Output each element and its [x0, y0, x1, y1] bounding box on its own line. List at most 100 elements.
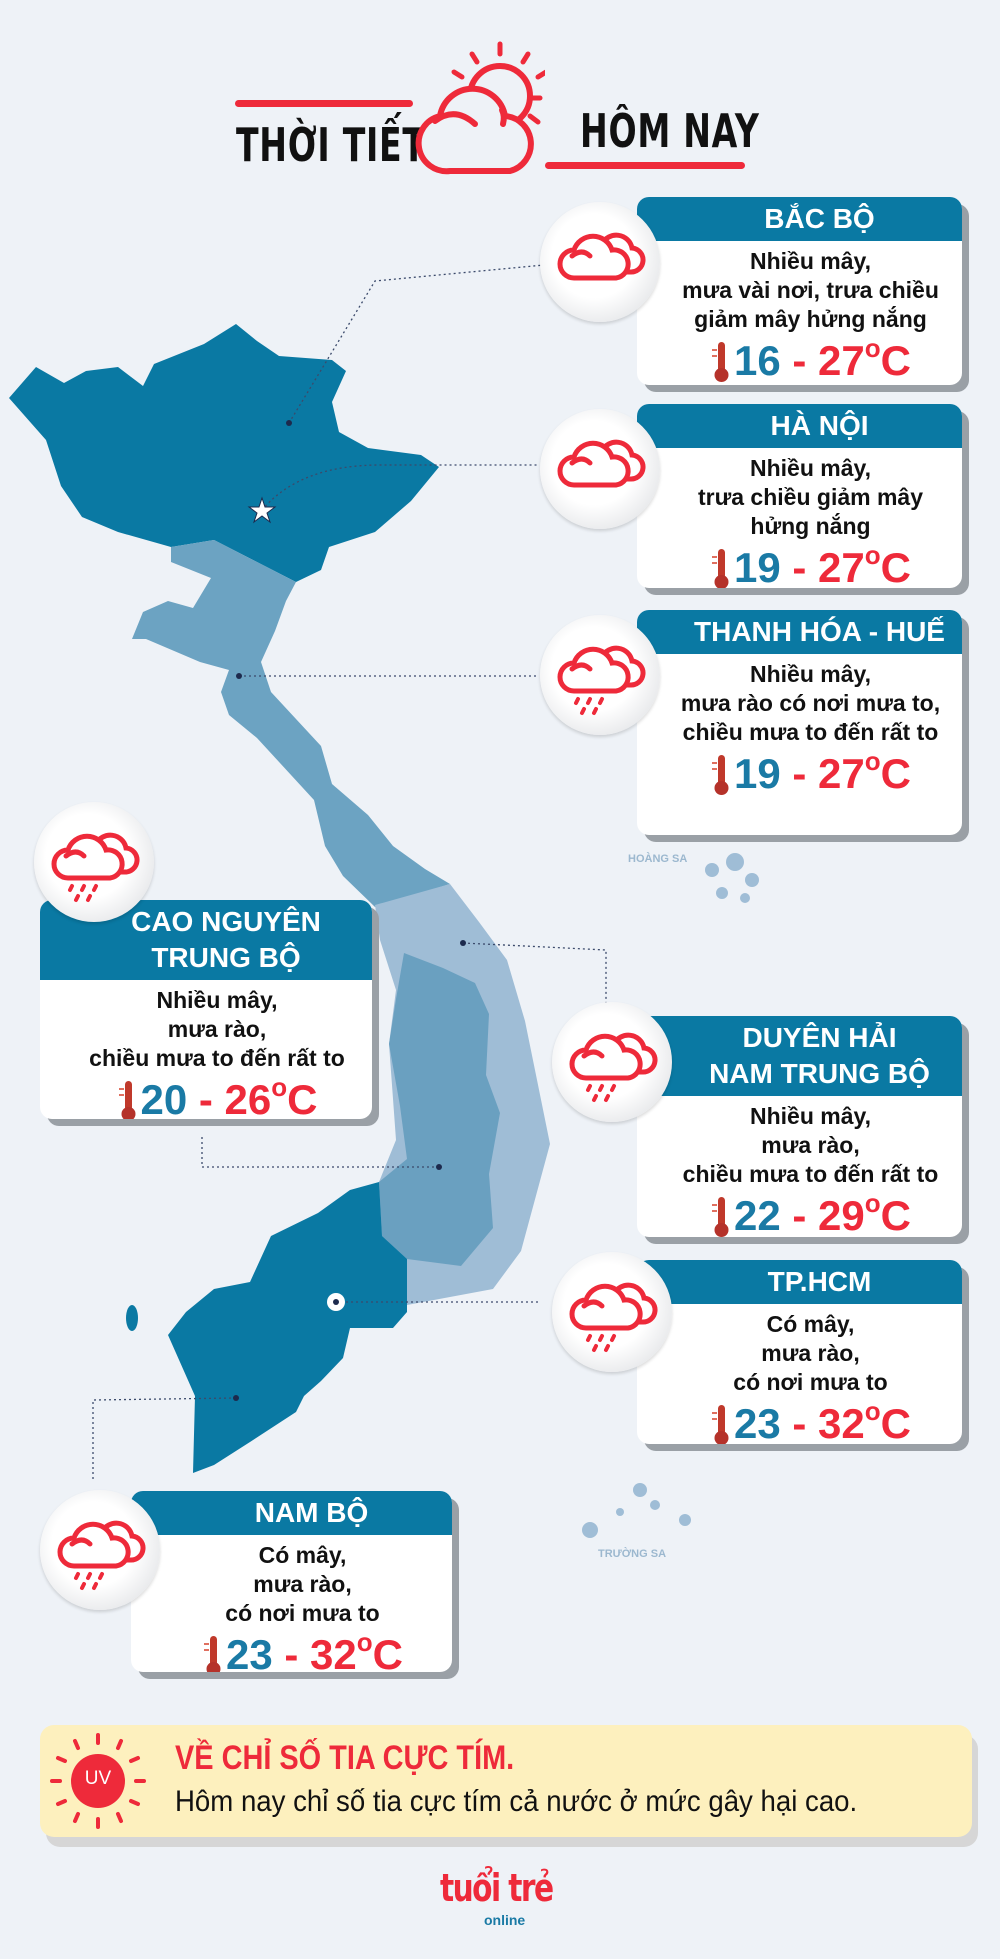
forecast-card: TP.HCM Có mây, mưa rào, có nơi mưa to 23 -…: [637, 1260, 962, 1444]
region-name: BẮC BỘ: [764, 203, 875, 234]
forecast-line: Nhiều mây,: [750, 455, 871, 481]
temperature-range: 22 - 29 o C: [659, 1188, 962, 1237]
uv-sun-icon: [50, 1733, 146, 1829]
hoang-sa-islands: [705, 853, 759, 903]
temp-high: 32: [310, 1631, 357, 1672]
logo-text: tuổi trẻ: [440, 1866, 554, 1910]
forecast-line: Nhiều mây,: [750, 661, 871, 687]
temp-separator: -: [780, 1400, 819, 1444]
temp-separator: -: [780, 750, 819, 797]
hoang-sa-label: HOÀNG SA: [628, 853, 688, 865]
title-right: HÔM NAY: [580, 104, 760, 158]
temp-unit: C: [880, 1192, 911, 1237]
weather-icon-circle: [34, 802, 154, 922]
rain-cloud-icon: [566, 1264, 658, 1361]
thermometer-icon: [710, 1195, 732, 1237]
forecast-line: mưa rào,: [167, 1016, 267, 1042]
weather-icon-circle: [540, 409, 660, 529]
uv-badge: UV: [84, 1768, 112, 1789]
forecast-card: NAM BỘ Có mây, mưa rào, có nơi mưa to 23 -…: [131, 1491, 452, 1672]
temperature-range: 23 - 32 o C: [153, 1627, 452, 1672]
vietnam-map: [9, 264, 759, 1538]
degree-symbol: o: [356, 1627, 373, 1657]
forecast-line: giảm mây hửng nắng: [694, 306, 927, 332]
thermometer-icon: [117, 1079, 139, 1119]
temp-high: 27: [818, 337, 865, 384]
temperature-range: 16 - 27 o C: [659, 333, 962, 385]
weather-icon-circle: [552, 1002, 672, 1122]
temp-high: 27: [818, 544, 865, 588]
temp-separator: -: [272, 1631, 311, 1672]
map-region-north: [9, 324, 439, 582]
uv-text: Hôm nay chỉ số tia cực tím cả nước ở mức…: [175, 1785, 858, 1818]
forecast-card: BẮC BỘ Nhiều mây, mưa vài nơi, trưa chiều…: [637, 197, 962, 385]
temp-unit: C: [880, 337, 911, 384]
leader-line-nam-bo: [92, 1397, 237, 1480]
forecast-line: Nhiều mây,: [750, 248, 871, 274]
forecast-line: Có mây,: [258, 1542, 347, 1568]
card-header: NAM BỘ: [131, 1491, 452, 1535]
thermometer-icon: [710, 547, 732, 588]
card-header: DUYÊN HẢI NAM TRUNG BỘ: [637, 1016, 962, 1096]
region-name: HÀ NỘI: [770, 410, 869, 441]
card-body: Nhiều mây, mưa vài nơi, trưa chiều giảm mâ…: [637, 241, 962, 385]
degree-symbol: o: [271, 1072, 288, 1102]
rain-cloud-icon: [554, 627, 646, 724]
rain-cloud-icon: [566, 1014, 658, 1111]
forecast-line: chiều mưa to đến rất to: [682, 719, 939, 745]
region-name-line: TRUNG BỘ: [151, 942, 301, 973]
forecast-line: Có mây,: [766, 1311, 855, 1337]
forecast-line: mưa rào,: [761, 1340, 860, 1366]
weather-icon-circle: [540, 202, 660, 322]
degree-symbol: o: [864, 1188, 881, 1218]
card-header: THANH HÓA - HUẾ: [637, 610, 962, 654]
degree-symbol: o: [864, 540, 881, 570]
region-name-line: NAM TRUNG BỘ: [709, 1058, 930, 1089]
temperature-range: 20 - 26 o C: [62, 1072, 372, 1119]
forecast-line: có nơi mưa to: [225, 1600, 380, 1626]
map-region-central: [132, 540, 450, 907]
temp-unit: C: [372, 1631, 403, 1672]
card-body: Có mây, mưa rào, có nơi mưa to 23 - 32 o C: [131, 1535, 452, 1672]
forecast-line: Nhiều mây,: [750, 1103, 871, 1129]
forecast-line: Nhiều mây,: [156, 987, 278, 1013]
temp-low: 19: [734, 544, 781, 588]
degree-symbol: o: [864, 1396, 881, 1426]
forecast-card: THANH HÓA - HUẾ Nhiều mây, mưa rào có nơi…: [637, 610, 962, 835]
temp-low: 22: [734, 1192, 781, 1237]
card-header: CAO NGUYÊN TRUNG BỘ: [40, 900, 372, 980]
title-left: THỜI TIẾT: [236, 118, 426, 172]
map-region-south: [168, 1182, 407, 1473]
temperature-range: 23 - 32 o C: [659, 1396, 962, 1444]
forecast-line: mưa rào,: [253, 1571, 352, 1597]
forecast-line: mưa vài nơi, trưa chiều: [682, 277, 939, 303]
card-body: Có mây, mưa rào, có nơi mưa to 23 - 32 o C: [637, 1304, 962, 1444]
forecast-line: có nơi mưa to: [733, 1369, 888, 1395]
leader-line-cao-nguyen: [201, 1135, 439, 1168]
forecast-line: chiều mưa to đến rất to: [89, 1045, 345, 1071]
tuoi-tre-logo: tuổi trẻ online: [440, 1866, 565, 1930]
card-body: Nhiều mây, mưa rào, chiều mưa to đến rất t…: [40, 980, 372, 1119]
truong-sa-label: TRƯỜNG SA: [598, 1548, 667, 1560]
card-header: HÀ NỘI: [637, 404, 962, 448]
card-body: Nhiều mây, mưa rào, chiều mưa to đến rất t…: [637, 1096, 962, 1237]
degree-symbol: o: [864, 333, 881, 363]
uv-heading: VỀ CHỈ SỐ TIA CỰC TÍM.: [175, 1739, 515, 1777]
temp-high: 32: [818, 1400, 865, 1444]
temp-low: 20: [140, 1076, 188, 1119]
weather-icon-circle: [552, 1252, 672, 1372]
map-region-highlands: [379, 953, 500, 1266]
rain-cloud-icon: [54, 1502, 146, 1599]
forecast-line: hửng nắng: [750, 513, 871, 539]
temp-unit: C: [880, 750, 911, 797]
region-name-line: CAO NGUYÊN: [131, 906, 321, 937]
sun-cloud-icon: [415, 41, 545, 175]
forecast-card: HÀ NỘI Nhiều mây, trưa chiều giảm mây hửng…: [637, 404, 962, 588]
thermometer-icon: [710, 340, 732, 385]
card-header: TP.HCM: [637, 1260, 962, 1304]
rain-cloud-icon: [48, 814, 140, 911]
logo-sub: online: [484, 1912, 526, 1928]
region-name: NAM BỘ: [254, 1497, 369, 1528]
temp-separator: -: [780, 337, 819, 384]
temp-unit: C: [287, 1076, 318, 1119]
